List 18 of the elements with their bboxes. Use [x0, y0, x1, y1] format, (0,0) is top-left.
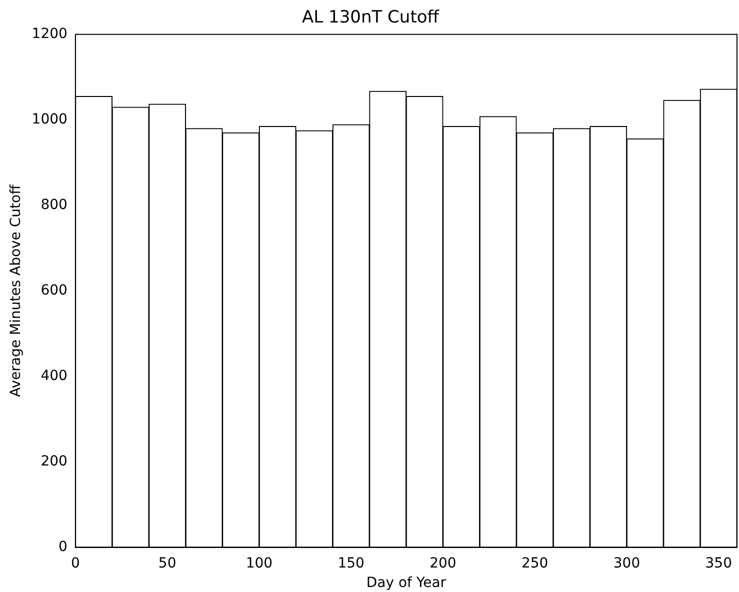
x-tick-label: 250	[521, 555, 548, 572]
x-tick-label: 350	[705, 555, 732, 572]
x-tick-label: 100	[246, 555, 273, 572]
x-tick-label: 0	[70, 555, 80, 572]
y-tick-label: 1200	[32, 26, 68, 42]
y-tick-label: 0	[58, 539, 68, 556]
x-axis-title: Day of Year	[366, 575, 446, 592]
x-tick-label: 300	[613, 555, 640, 572]
y-tick-label: 400	[40, 368, 68, 384]
y-axis-title: Average Minutes Above Cutoff	[8, 184, 24, 398]
x-tick-label: 150	[338, 555, 364, 572]
y-tick-label: 600	[40, 282, 68, 299]
x-tick-label: 200	[430, 555, 456, 572]
y-tick-label: 1000	[32, 112, 68, 128]
chart-title: AL 130nT Cutoff	[302, 8, 440, 28]
x-tick-label: 50	[158, 555, 176, 572]
y-tick-label: 800	[40, 197, 68, 214]
y-tick-label: 200	[40, 454, 68, 470]
